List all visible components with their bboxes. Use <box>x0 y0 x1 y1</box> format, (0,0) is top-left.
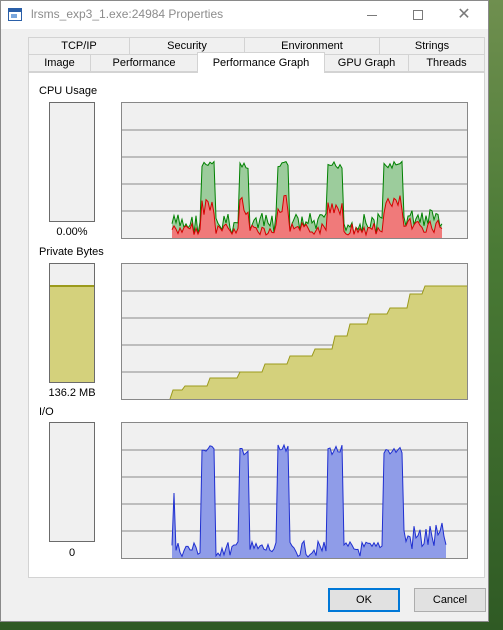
private-bytes-chart <box>122 285 467 399</box>
private-bytes-meter-fill <box>50 285 94 382</box>
io-graph <box>121 422 468 559</box>
minimize-button[interactable] <box>349 1 395 29</box>
private-bytes-meter <box>49 263 95 383</box>
io-line <box>171 443 447 558</box>
ok-button[interactable]: OK <box>328 588 400 612</box>
private-bytes-area <box>170 286 467 399</box>
app-window-icon <box>8 8 22 21</box>
cpu-total-line <box>171 160 443 235</box>
properties-window: lrsms_exp3_1.exe:24984 Properties ✕ TCP/… <box>0 0 489 622</box>
tab-tcpip[interactable]: TCP/IP <box>28 37 130 55</box>
minimize-icon <box>367 14 377 16</box>
tab-threads[interactable]: Threads <box>408 54 485 72</box>
cpu-usage-value: 0.00% <box>56 226 88 238</box>
cpu-usage-label: CPU Usage <box>39 85 98 97</box>
window-title: lrsms_exp3_1.exe:24984 Properties <box>31 7 224 21</box>
tab-gpu-graph[interactable]: GPU Graph <box>324 54 409 72</box>
maximize-icon <box>413 10 423 20</box>
cancel-button[interactable]: Cancel <box>414 588 486 612</box>
tab-image[interactable]: Image <box>28 54 91 72</box>
cpu-usage-meter <box>49 102 95 222</box>
io-meter <box>49 422 95 542</box>
io-area <box>172 445 446 558</box>
close-button[interactable]: ✕ <box>441 1 487 29</box>
private-bytes-line <box>169 285 467 399</box>
private-bytes-graph <box>121 263 468 400</box>
maximize-button[interactable] <box>395 1 441 29</box>
cpu-kernel-line <box>171 194 443 237</box>
tab-strings[interactable]: Strings <box>379 37 485 55</box>
title-bar: lrsms_exp3_1.exe:24984 Properties ✕ <box>1 1 488 29</box>
private-bytes-value: 136.2 MB <box>48 387 96 399</box>
cpu-usage-graph <box>121 102 468 239</box>
close-icon: ✕ <box>457 6 471 23</box>
io-chart <box>122 443 467 558</box>
cpu-usage-chart <box>122 129 467 238</box>
io-label: I/O <box>39 406 54 418</box>
tab-performance[interactable]: Performance <box>90 54 198 72</box>
private-bytes-label: Private Bytes <box>39 246 104 258</box>
tab-performance-graph[interactable]: Performance Graph <box>197 52 325 73</box>
io-value: 0 <box>68 547 76 559</box>
